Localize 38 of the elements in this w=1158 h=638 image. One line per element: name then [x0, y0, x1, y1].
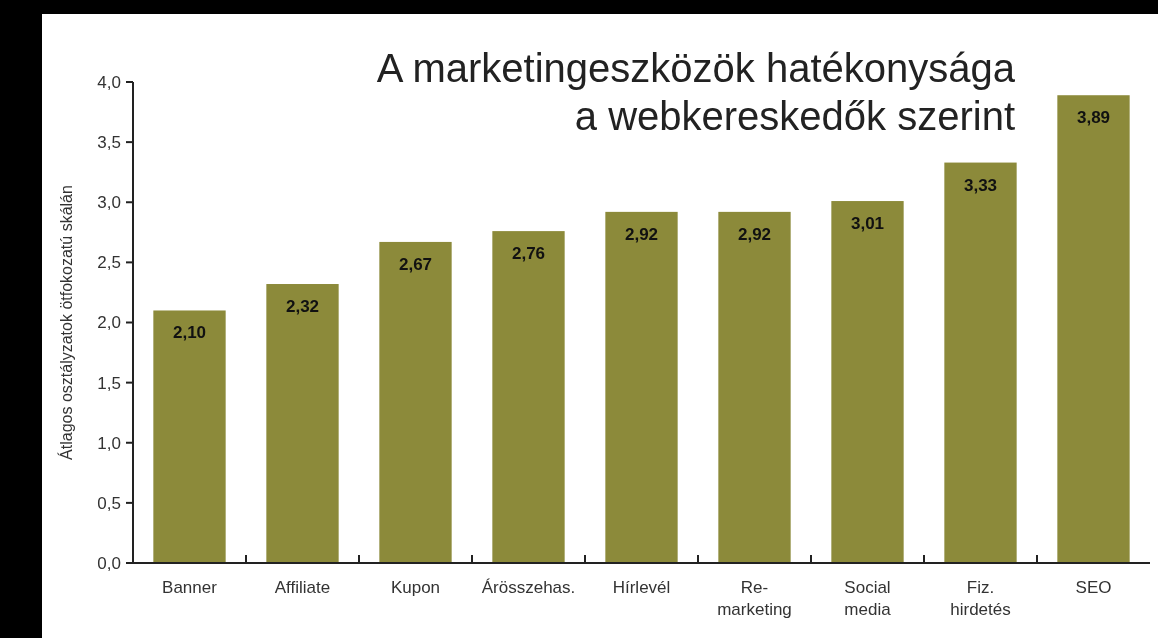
data-label: 3,01 [850, 214, 885, 234]
bar [153, 310, 226, 563]
bar [492, 231, 565, 563]
bar [831, 201, 904, 563]
y-tick-label: 2,0 [97, 313, 121, 333]
data-label: 2,76 [511, 244, 546, 264]
y-tick-label: 0,5 [97, 493, 121, 513]
bar [944, 162, 1017, 563]
data-label: 3,33 [963, 175, 998, 195]
x-tick-label: Social media [844, 578, 892, 619]
bar [605, 211, 678, 563]
y-tick-label: 0,0 [97, 553, 121, 573]
bar [266, 284, 339, 563]
y-tick-label: 3,5 [97, 133, 121, 153]
x-tick-label: SEO [1075, 578, 1112, 597]
data-label: 2,67 [398, 254, 433, 274]
x-tick-label: Banner [162, 578, 218, 597]
x-tick-label: Árösszehas. [481, 578, 576, 597]
y-tick-label: 3,0 [97, 193, 121, 213]
x-tick-label: Kupon [390, 578, 441, 597]
x-tick-label: Re- marketing [717, 578, 792, 619]
data-label: 2,92 [624, 224, 659, 244]
y-tick-label: 1,0 [97, 433, 121, 453]
x-tick-label: Hírlevél [612, 578, 671, 597]
y-tick-label: 1,5 [97, 373, 121, 393]
y-tick-label: 4,0 [97, 72, 121, 92]
x-tick-label: Fiz. hirdetés [950, 578, 1011, 619]
data-label: 2,10 [172, 323, 207, 343]
bar [379, 241, 452, 563]
bar [718, 211, 791, 563]
data-label: 2,92 [737, 224, 772, 244]
y-tick-label: 2,5 [97, 253, 121, 273]
data-label: 2,32 [285, 297, 320, 317]
y-axis-title: Átlagos osztályzatok ötfokozatú skálán [57, 185, 75, 460]
x-tick-label: Affiliate [274, 578, 331, 597]
bar [1057, 95, 1130, 563]
chart-title: A marketingeszközök hatékonysága a webkereskedők szerint [376, 46, 1016, 138]
data-label: 3,89 [1076, 108, 1111, 128]
